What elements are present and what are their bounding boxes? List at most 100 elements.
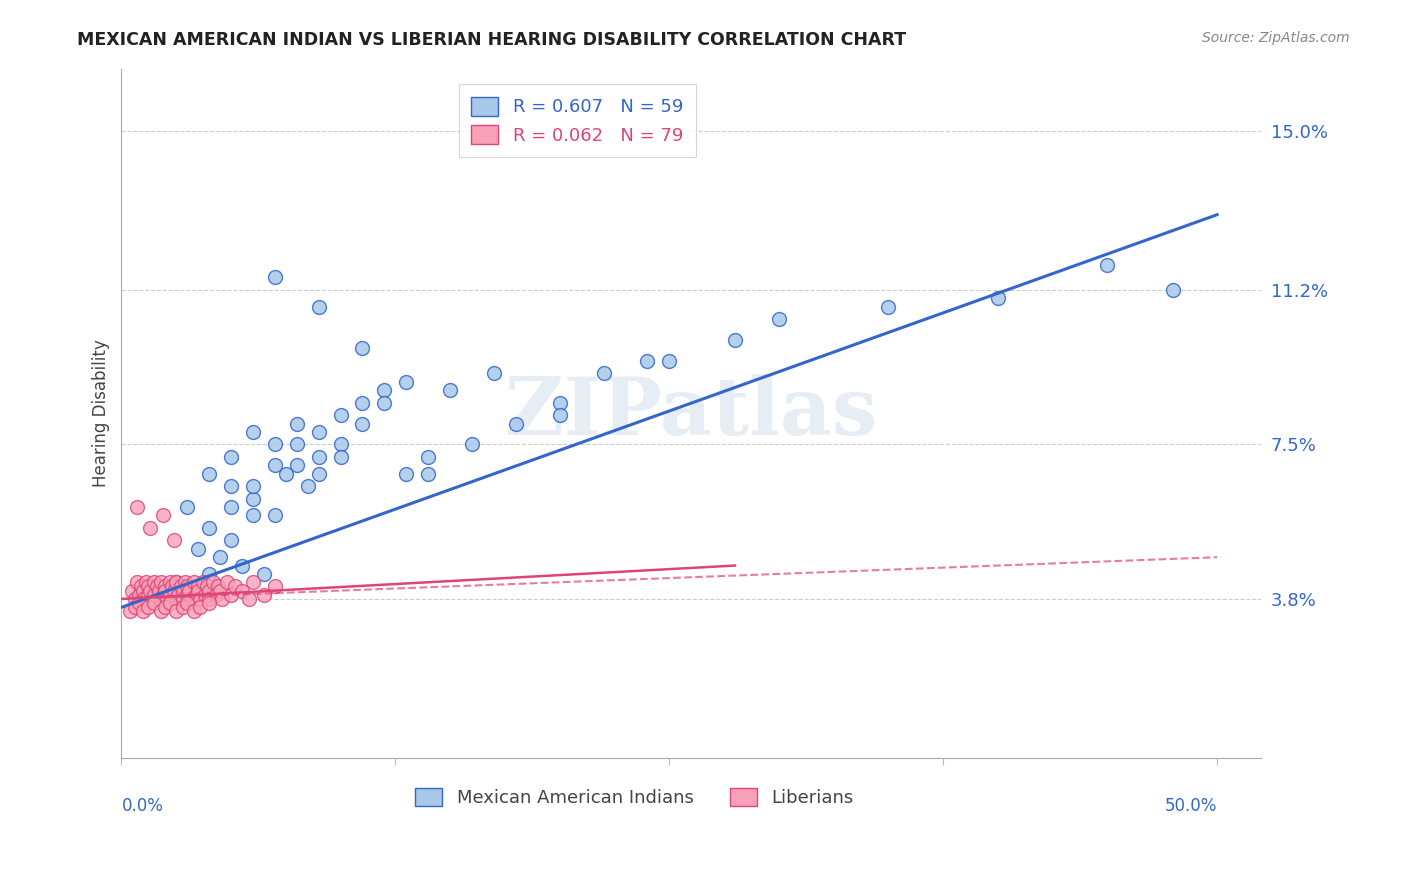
Point xyxy=(329,408,352,422)
Point xyxy=(159,588,181,602)
Point xyxy=(418,450,440,464)
Point xyxy=(482,367,505,381)
Point xyxy=(352,342,374,356)
Point xyxy=(143,596,166,610)
Point xyxy=(120,605,142,619)
Point xyxy=(155,600,177,615)
Point xyxy=(987,291,1010,305)
Point xyxy=(219,500,242,514)
Point xyxy=(195,579,218,593)
Text: 0.0%: 0.0% xyxy=(121,797,163,814)
Point xyxy=(172,600,194,615)
Point xyxy=(176,591,198,606)
Point xyxy=(219,450,242,464)
Point xyxy=(152,508,174,523)
Point xyxy=(165,575,187,590)
Point xyxy=(128,596,150,610)
Point xyxy=(242,425,264,439)
Point xyxy=(145,579,167,593)
Point xyxy=(308,467,330,481)
Point xyxy=(505,417,527,431)
Point xyxy=(143,588,166,602)
Point xyxy=(125,500,148,514)
Point xyxy=(184,588,207,602)
Point xyxy=(136,600,159,615)
Point xyxy=(155,579,177,593)
Point xyxy=(124,600,146,615)
Point xyxy=(204,588,226,602)
Point xyxy=(165,591,187,606)
Point xyxy=(187,579,209,593)
Point xyxy=(242,508,264,523)
Point xyxy=(263,270,285,285)
Point xyxy=(211,591,233,606)
Point xyxy=(231,558,253,573)
Point xyxy=(188,591,211,606)
Point xyxy=(198,467,221,481)
Point xyxy=(155,583,177,598)
Point xyxy=(132,605,155,619)
Point xyxy=(263,458,285,473)
Point xyxy=(1161,283,1184,297)
Point xyxy=(187,541,209,556)
Text: Source: ZipAtlas.com: Source: ZipAtlas.com xyxy=(1202,31,1350,45)
Point xyxy=(308,450,330,464)
Point xyxy=(439,383,461,397)
Point xyxy=(231,583,253,598)
Point xyxy=(263,508,285,523)
Point xyxy=(253,566,276,581)
Point xyxy=(285,458,308,473)
Point xyxy=(159,596,181,610)
Point xyxy=(155,583,177,598)
Point xyxy=(121,583,143,598)
Point xyxy=(176,588,198,602)
Point xyxy=(224,579,246,593)
Point xyxy=(163,583,186,598)
Point xyxy=(418,467,440,481)
Point xyxy=(176,579,198,593)
Point xyxy=(188,600,211,615)
Point xyxy=(167,588,190,602)
Point xyxy=(132,591,155,606)
Point xyxy=(135,575,157,590)
Point xyxy=(724,333,747,347)
Point xyxy=(187,583,209,598)
Point xyxy=(136,588,159,602)
Point xyxy=(209,583,232,598)
Point xyxy=(198,521,221,535)
Point xyxy=(209,550,232,565)
Point xyxy=(207,579,229,593)
Point xyxy=(172,583,194,598)
Point xyxy=(128,588,150,602)
Point xyxy=(219,588,242,602)
Point xyxy=(198,566,221,581)
Point xyxy=(308,425,330,439)
Point xyxy=(174,575,197,590)
Text: MEXICAN AMERICAN INDIAN VS LIBERIAN HEARING DISABILITY CORRELATION CHART: MEXICAN AMERICAN INDIAN VS LIBERIAN HEAR… xyxy=(77,31,907,49)
Point xyxy=(263,579,285,593)
Point xyxy=(352,395,374,409)
Point xyxy=(308,300,330,314)
Point xyxy=(191,575,214,590)
Point xyxy=(285,437,308,451)
Point xyxy=(329,437,352,451)
Point xyxy=(149,575,172,590)
Point xyxy=(592,367,614,381)
Point xyxy=(636,354,658,368)
Point xyxy=(139,521,162,535)
Y-axis label: Hearing Disability: Hearing Disability xyxy=(93,339,110,487)
Point xyxy=(152,588,174,602)
Point xyxy=(768,312,790,326)
Point xyxy=(202,575,225,590)
Point xyxy=(124,591,146,606)
Point xyxy=(183,605,205,619)
Point xyxy=(373,383,395,397)
Point xyxy=(548,395,571,409)
Point xyxy=(877,300,900,314)
Point xyxy=(274,467,297,481)
Point xyxy=(395,375,418,389)
Point xyxy=(176,596,198,610)
Point xyxy=(219,479,242,493)
Point xyxy=(179,583,201,598)
Point xyxy=(329,450,352,464)
